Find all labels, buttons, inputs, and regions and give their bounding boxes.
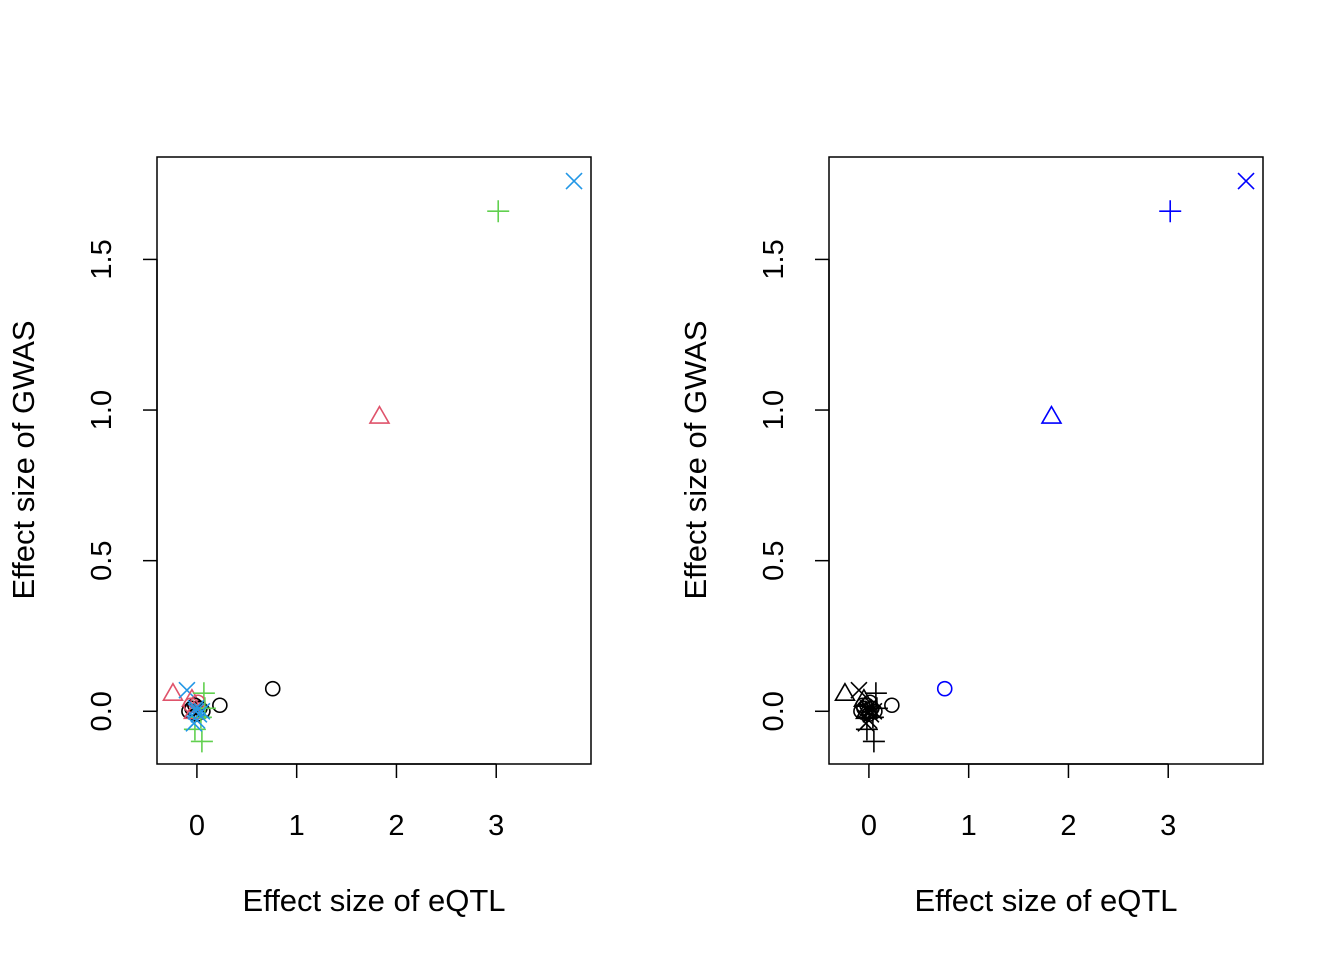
plot-frame — [156, 156, 592, 765]
y-axis: 0.0 0.5 1.0 1.5 — [758, 239, 830, 731]
data-points — [162, 172, 583, 753]
y-tick-label: 1.5 — [758, 239, 790, 279]
point-plus — [190, 730, 213, 753]
point-plus — [1159, 200, 1182, 223]
y-tick-label: 0.0 — [86, 691, 118, 731]
point-x — [178, 681, 196, 699]
y-tick-label: 1.5 — [86, 239, 118, 279]
data-points — [834, 172, 1255, 753]
point-x — [187, 699, 205, 717]
x-axis: 0 1 2 3 — [189, 763, 504, 842]
y-tick-label: 0.5 — [86, 540, 118, 580]
x-tick-label: 0 — [861, 810, 877, 842]
point-x — [1237, 172, 1255, 190]
point-x — [850, 681, 868, 699]
y-axis-label: Effect size of GWAS — [678, 320, 713, 599]
x-tick-label: 2 — [1060, 810, 1076, 842]
point-circle — [884, 697, 900, 714]
point-circle — [212, 697, 228, 714]
scatter-panel-left: 0 1 2 3 0.0 0.5 1.0 1.5 Effect size of eQTL Ef… — [6, 156, 592, 918]
point-triangle — [1040, 404, 1063, 424]
x-tick-label: 0 — [189, 810, 205, 842]
x-tick-label: 1 — [961, 810, 977, 842]
x-axis-label: Effect size of eQTL — [242, 883, 505, 918]
point-x — [865, 702, 883, 720]
point-x — [193, 702, 211, 720]
point-triangle — [368, 404, 391, 424]
y-axis: 0.0 0.5 1.0 1.5 — [86, 239, 158, 731]
y-tick-label: 1.0 — [86, 390, 118, 430]
x-axis: 0 1 2 3 — [861, 763, 1176, 842]
y-tick-label: 0.5 — [758, 540, 790, 580]
point-circle — [264, 680, 281, 697]
point-x — [859, 699, 877, 717]
point-triangle — [834, 682, 856, 702]
scatter-panel-right: 0 1 2 3 0.0 0.5 1.0 1.5 Effect size of eQTL Ef… — [678, 156, 1264, 918]
x-tick-label: 2 — [388, 810, 404, 842]
x-tick-label: 1 — [289, 810, 305, 842]
x-axis-label: Effect size of eQTL — [914, 883, 1177, 918]
point-x — [565, 172, 583, 190]
point-plus — [487, 200, 510, 223]
point-triangle — [162, 682, 184, 702]
y-axis-label: Effect size of GWAS — [6, 320, 41, 599]
y-tick-label: 0.0 — [758, 691, 790, 731]
point-plus — [862, 730, 885, 753]
x-tick-label: 3 — [1160, 810, 1176, 842]
x-tick-label: 3 — [488, 810, 504, 842]
point-circle — [936, 680, 953, 697]
plot-frame — [828, 156, 1264, 765]
y-tick-label: 1.0 — [758, 390, 790, 430]
